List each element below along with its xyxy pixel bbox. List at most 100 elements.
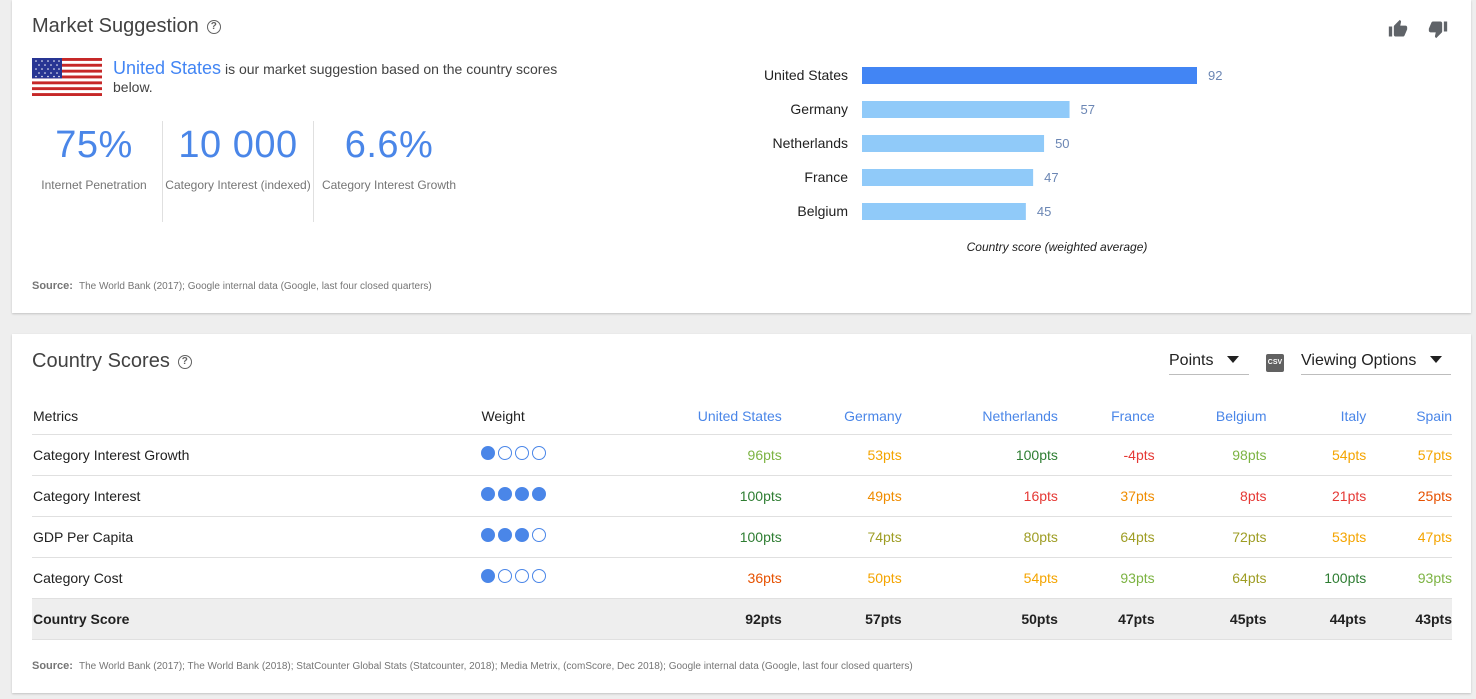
bar-value-label: 45 <box>1037 204 1051 219</box>
points-dropdown[interactable]: Points <box>1169 352 1249 375</box>
market-suggestion-card: Market Suggestion? United States is <box>12 0 1471 313</box>
weight-indicator[interactable] <box>480 516 677 558</box>
bar-category-label: France <box>804 169 848 185</box>
suggested-country-link[interactable]: United States <box>113 58 222 78</box>
column-header-weight: Weight <box>480 399 677 435</box>
total-score-cell: 45pts <box>1154 598 1267 640</box>
weight-dot-icon <box>481 446 496 460</box>
bar-category-label: Netherlands <box>773 135 849 151</box>
weight-dot-icon <box>515 569 530 583</box>
score-cell: 21pts <box>1266 475 1367 517</box>
weight-dots <box>481 446 547 460</box>
weight-dot-icon <box>481 487 496 501</box>
bar[interactable] <box>862 203 1026 220</box>
stat-label: Category Interest (indexed) <box>165 178 311 192</box>
score-cell: 8pts <box>1154 475 1267 517</box>
score-cell: 96pts <box>676 434 782 476</box>
score-cell: 53pts <box>1266 516 1367 558</box>
score-cell: 100pts <box>676 475 782 517</box>
source-label: Source: <box>32 660 73 672</box>
score-cell: 74pts <box>781 516 902 558</box>
score-cell: 93pts <box>1366 557 1452 599</box>
empty-cell <box>480 598 677 640</box>
column-header-country[interactable]: Italy <box>1266 399 1367 435</box>
total-label: Country Score <box>32 598 481 640</box>
weight-dot-icon <box>498 528 513 542</box>
table-row: Category Cost 36pts 50pts 54pts 93pts 64pts 10… <box>32 557 1452 599</box>
source-text: The World Bank (2017); Google internal d… <box>78 281 432 292</box>
bar[interactable] <box>862 169 1034 186</box>
table-header-row: Metrics Weight United States Germany Net… <box>32 399 1452 435</box>
bar[interactable] <box>862 101 1070 118</box>
bar-category-label: United States <box>764 67 848 83</box>
score-cell: 57pts <box>1366 434 1452 476</box>
total-score-cell: 50pts <box>901 598 1058 640</box>
score-cell: 47pts <box>1366 516 1452 558</box>
market-suggestion-title: Market Suggestion? <box>32 15 221 38</box>
score-cell: 25pts <box>1366 475 1452 517</box>
score-cell: 100pts <box>676 516 782 558</box>
bar[interactable] <box>862 67 1197 84</box>
stat-value: 6.6% <box>344 124 434 166</box>
weight-dot-icon <box>532 569 547 583</box>
metric-name: GDP Per Capita <box>32 516 481 558</box>
weight-dot-icon <box>532 528 547 542</box>
score-cell: 36pts <box>676 557 782 599</box>
score-cell: 80pts <box>901 516 1058 558</box>
market-source: Source: The World Bank (2017); Google int… <box>32 280 432 292</box>
stat-value: 75% <box>55 124 133 166</box>
weight-indicator[interactable] <box>480 475 677 517</box>
total-score-cell: 57pts <box>781 598 902 640</box>
bar-value-label: 47 <box>1044 170 1058 185</box>
stat-value: 10 000 <box>178 124 298 166</box>
bar[interactable] <box>862 135 1045 152</box>
column-header-country[interactable]: Spain <box>1366 399 1452 435</box>
score-cell: 72pts <box>1154 516 1267 558</box>
suggestion-sentence: is our market suggestion based on the co… <box>113 61 558 95</box>
total-score-cell: 44pts <box>1266 598 1367 640</box>
stat-internet-penetration: 75% Internet Penetration <box>24 122 164 192</box>
weight-indicator[interactable] <box>480 434 677 476</box>
column-header-country[interactable]: Netherlands <box>901 399 1058 435</box>
weight-dots <box>481 487 547 501</box>
stat-category-interest: 10 000 Category Interest (indexed) <box>163 122 313 192</box>
score-cell: 50pts <box>781 557 902 599</box>
stat-label: Category Interest Growth <box>321 178 457 192</box>
column-header-country[interactable]: France <box>1057 399 1155 435</box>
weight-indicator[interactable] <box>480 557 677 599</box>
score-cell: 64pts <box>1154 557 1267 599</box>
help-icon[interactable]: ? <box>177 355 192 369</box>
score-cell: 98pts <box>1154 434 1267 476</box>
weight-dot-icon <box>532 446 547 460</box>
score-cell: 93pts <box>1057 557 1155 599</box>
dropdown-arrow-icon <box>1430 356 1443 363</box>
score-cell: 100pts <box>901 434 1058 476</box>
bar-value-label: 50 <box>1055 136 1069 151</box>
csv-download-icon[interactable]: CSV <box>1266 354 1284 372</box>
country-scores-title-text: Country Scores <box>32 350 170 372</box>
help-icon[interactable]: ? <box>206 20 221 34</box>
thumbs-up-icon[interactable] <box>1388 19 1408 39</box>
country-scores-card: Country Scores? Points CSV Viewing Optio… <box>12 334 1471 693</box>
scores-source: Source: The World Bank (2017); The World … <box>32 660 913 672</box>
score-cell: 54pts <box>901 557 1058 599</box>
bar-category-label: Germany <box>790 101 848 117</box>
score-cell: 64pts <box>1057 516 1155 558</box>
score-cell: 53pts <box>781 434 902 476</box>
stat-category-interest-growth: 6.6% Category Interest Growth <box>314 122 464 192</box>
stat-label: Internet Penetration <box>41 178 147 192</box>
column-header-country[interactable]: United States <box>676 399 782 435</box>
weight-dot-icon <box>498 446 513 460</box>
weight-dots <box>481 569 547 583</box>
thumbs-down-icon[interactable] <box>1428 19 1448 39</box>
column-header-metrics: Metrics <box>32 399 481 435</box>
column-header-country[interactable]: Germany <box>781 399 902 435</box>
market-suggestion-title-text: Market Suggestion <box>32 15 199 37</box>
total-row: Country Score 92pts 57pts 50pts 47pts 45pts 44… <box>32 598 1452 640</box>
column-header-country[interactable]: Belgium <box>1154 399 1267 435</box>
score-cell: 54pts <box>1266 434 1367 476</box>
viewing-options-dropdown[interactable]: Viewing Options <box>1301 352 1451 375</box>
weight-dot-icon <box>515 528 530 542</box>
score-cell: 100pts <box>1266 557 1367 599</box>
viewing-options-label: Viewing Options <box>1301 352 1417 369</box>
